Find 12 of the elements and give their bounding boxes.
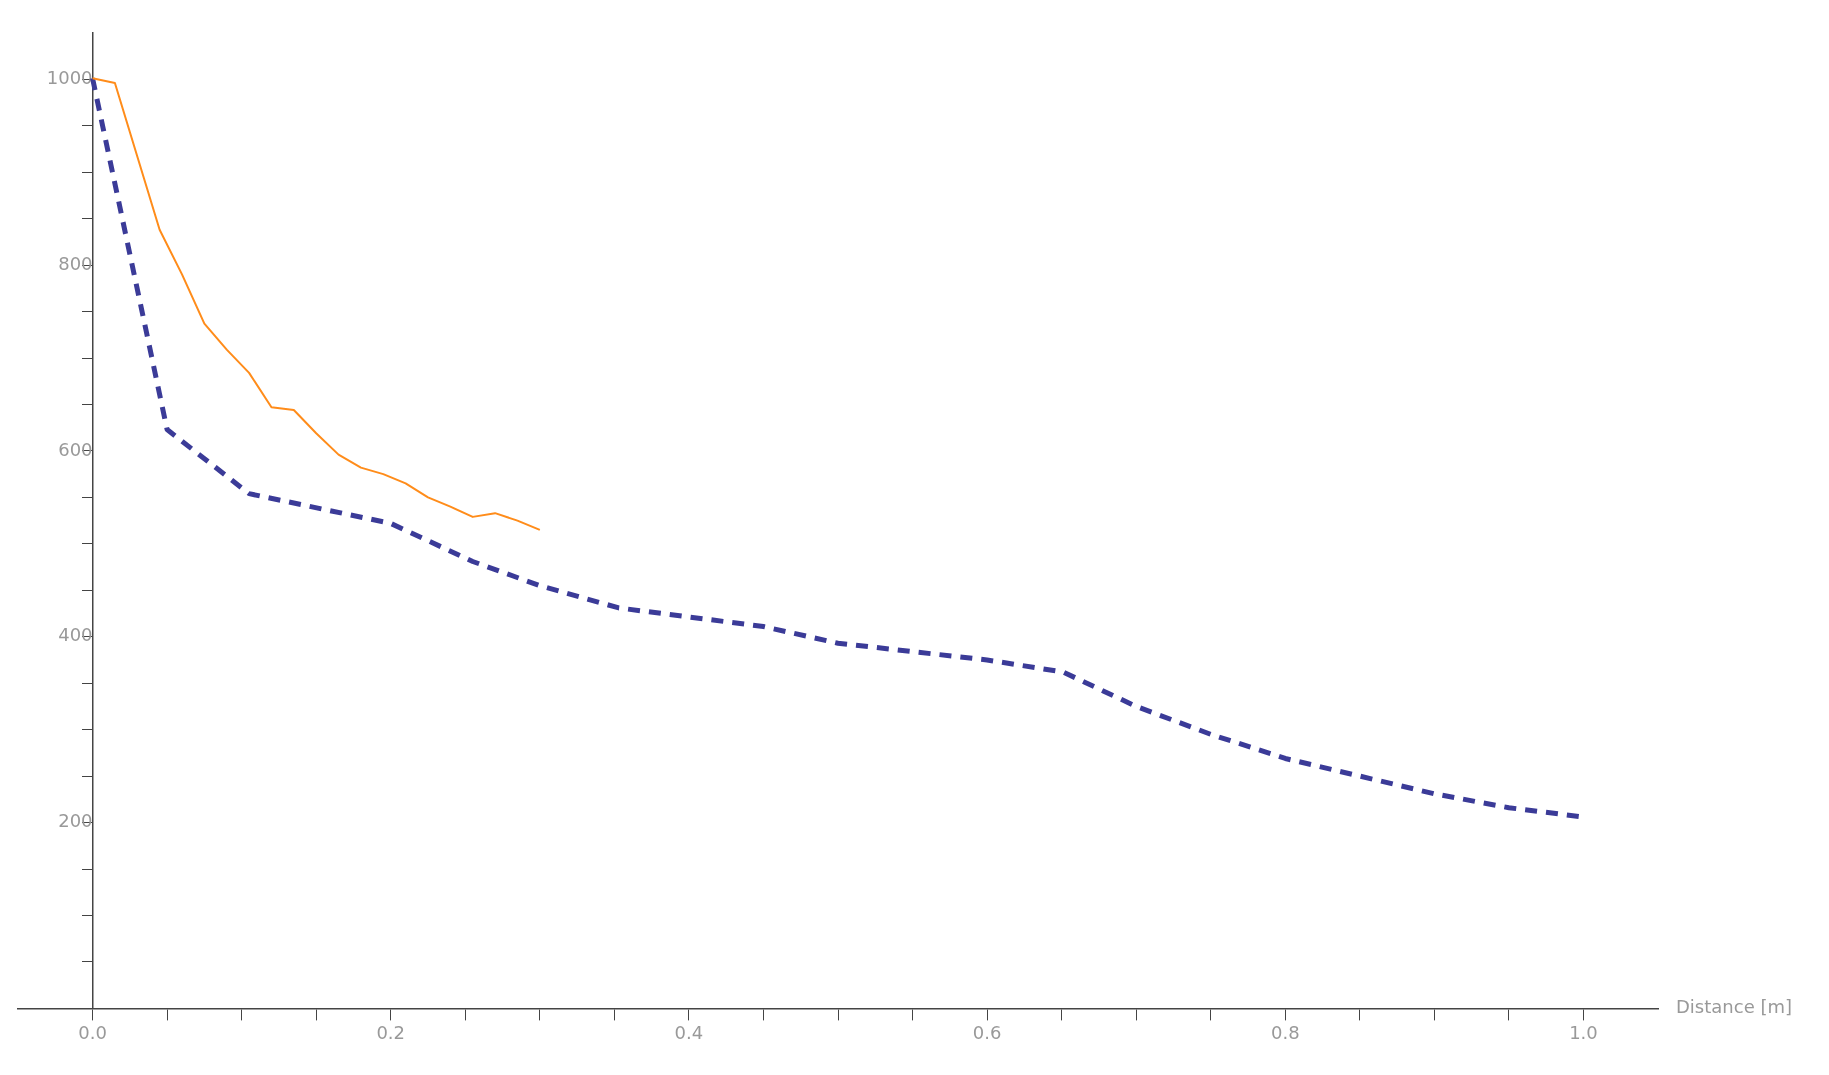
x-tick-label: 0.8	[1270, 1021, 1300, 1043]
x-tick-label: 0.2	[376, 1021, 406, 1043]
x-tick-label: 0.6	[972, 1021, 1002, 1043]
y-tick-label: 800	[58, 252, 93, 274]
y-tick-label: 600	[58, 438, 93, 460]
y-tick-label: 200	[58, 810, 93, 832]
x-tick-label: 1.0	[1569, 1021, 1598, 1043]
y-tick-label: 400	[58, 624, 93, 646]
y-tick-label: 1000	[46, 66, 93, 88]
x-tick-label: 0.4	[674, 1021, 704, 1043]
x-axis-title: Distance [m]	[1676, 996, 1793, 1018]
x-tick-label: 0.0	[78, 1021, 107, 1043]
